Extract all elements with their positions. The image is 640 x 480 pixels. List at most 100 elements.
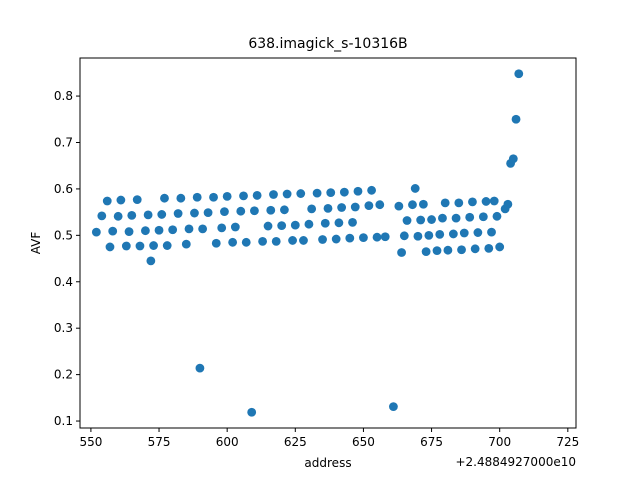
data-point bbox=[211, 238, 221, 248]
x-tick-label: 550 bbox=[79, 435, 102, 449]
y-tick-label: 0.7 bbox=[54, 135, 73, 149]
data-point bbox=[230, 222, 240, 232]
data-point bbox=[195, 363, 205, 373]
y-tick-label: 0.3 bbox=[54, 321, 73, 335]
data-point bbox=[162, 241, 172, 250]
data-point bbox=[331, 234, 341, 244]
data-point bbox=[418, 199, 428, 209]
data-point bbox=[492, 211, 502, 221]
data-point bbox=[359, 233, 368, 243]
data-point bbox=[394, 201, 404, 211]
data-point bbox=[410, 184, 420, 193]
data-point bbox=[299, 236, 308, 245]
data-point bbox=[348, 217, 357, 227]
data-point bbox=[135, 241, 145, 251]
data-point bbox=[228, 237, 238, 247]
data-point bbox=[389, 402, 398, 412]
data-point bbox=[149, 241, 158, 250]
data-point bbox=[198, 224, 208, 234]
data-point bbox=[397, 248, 406, 257]
data-point bbox=[282, 189, 292, 199]
data-point bbox=[350, 202, 360, 212]
data-point bbox=[408, 200, 417, 210]
data-point bbox=[288, 236, 297, 245]
data-point bbox=[91, 227, 101, 237]
y-axis-label: AVF bbox=[29, 232, 43, 255]
data-point bbox=[192, 192, 202, 202]
data-point bbox=[277, 221, 287, 230]
data-point bbox=[217, 223, 227, 233]
data-point bbox=[290, 220, 300, 230]
data-point bbox=[307, 204, 317, 214]
data-point bbox=[176, 193, 186, 203]
data-point bbox=[478, 212, 488, 222]
data-point bbox=[236, 206, 246, 216]
data-point bbox=[514, 69, 524, 79]
y-tick-label: 0.1 bbox=[54, 414, 73, 428]
data-point bbox=[154, 225, 164, 235]
data-point bbox=[127, 210, 137, 220]
data-point bbox=[190, 208, 199, 218]
y-axis: 0.1 0.2 0.3 0.4 0.5 0.6 0.7 0.8 bbox=[54, 89, 80, 428]
plot-area bbox=[80, 58, 576, 428]
y-tick-label: 0.5 bbox=[54, 228, 73, 242]
data-point bbox=[487, 227, 496, 237]
data-point bbox=[380, 232, 390, 242]
data-point bbox=[271, 236, 281, 246]
data-point bbox=[481, 197, 491, 206]
y-tick-label: 0.8 bbox=[54, 89, 73, 103]
data-point bbox=[438, 213, 447, 223]
data-point bbox=[239, 191, 248, 201]
data-point bbox=[304, 219, 314, 229]
data-point bbox=[484, 243, 494, 253]
x-tick-label: 650 bbox=[352, 435, 375, 449]
data-point bbox=[320, 218, 330, 228]
data-point bbox=[296, 189, 306, 198]
data-point bbox=[454, 198, 464, 208]
data-point bbox=[470, 244, 480, 254]
data-point bbox=[326, 188, 336, 198]
data-points bbox=[91, 69, 524, 417]
data-point bbox=[247, 407, 257, 417]
data-point bbox=[495, 242, 505, 252]
data-point bbox=[132, 195, 142, 204]
data-point bbox=[157, 210, 167, 219]
x-tick-label: 725 bbox=[556, 435, 579, 449]
data-point bbox=[250, 206, 259, 216]
data-point bbox=[399, 231, 409, 241]
data-point bbox=[508, 154, 518, 164]
data-point bbox=[424, 230, 434, 240]
data-point bbox=[345, 233, 355, 243]
data-point bbox=[402, 216, 412, 225]
data-point bbox=[416, 215, 426, 225]
x-axis: 550 575 600 625 650 675 700 725 bbox=[79, 428, 579, 449]
data-point bbox=[252, 191, 262, 200]
x-axis-offset-label: +2.4884927000e10 bbox=[455, 455, 576, 469]
data-point bbox=[465, 212, 475, 222]
data-point bbox=[269, 190, 278, 199]
data-point bbox=[121, 241, 131, 251]
data-point bbox=[427, 215, 436, 224]
data-point bbox=[413, 231, 423, 241]
data-point bbox=[184, 224, 194, 234]
data-point bbox=[503, 199, 513, 209]
data-point bbox=[372, 232, 382, 242]
data-point bbox=[468, 197, 477, 207]
data-point bbox=[146, 256, 156, 266]
data-point bbox=[421, 247, 431, 256]
data-point bbox=[113, 211, 123, 221]
data-point bbox=[451, 213, 461, 223]
data-point bbox=[209, 192, 218, 202]
data-point bbox=[457, 245, 466, 255]
data-point bbox=[102, 196, 112, 206]
data-point bbox=[312, 188, 322, 198]
data-point bbox=[339, 187, 349, 197]
data-point bbox=[323, 204, 333, 213]
data-point bbox=[97, 211, 107, 221]
y-tick-label: 0.2 bbox=[54, 368, 73, 382]
data-point bbox=[353, 186, 363, 196]
x-axis-label: address bbox=[304, 456, 351, 470]
data-point bbox=[220, 207, 229, 217]
data-point bbox=[141, 226, 150, 236]
